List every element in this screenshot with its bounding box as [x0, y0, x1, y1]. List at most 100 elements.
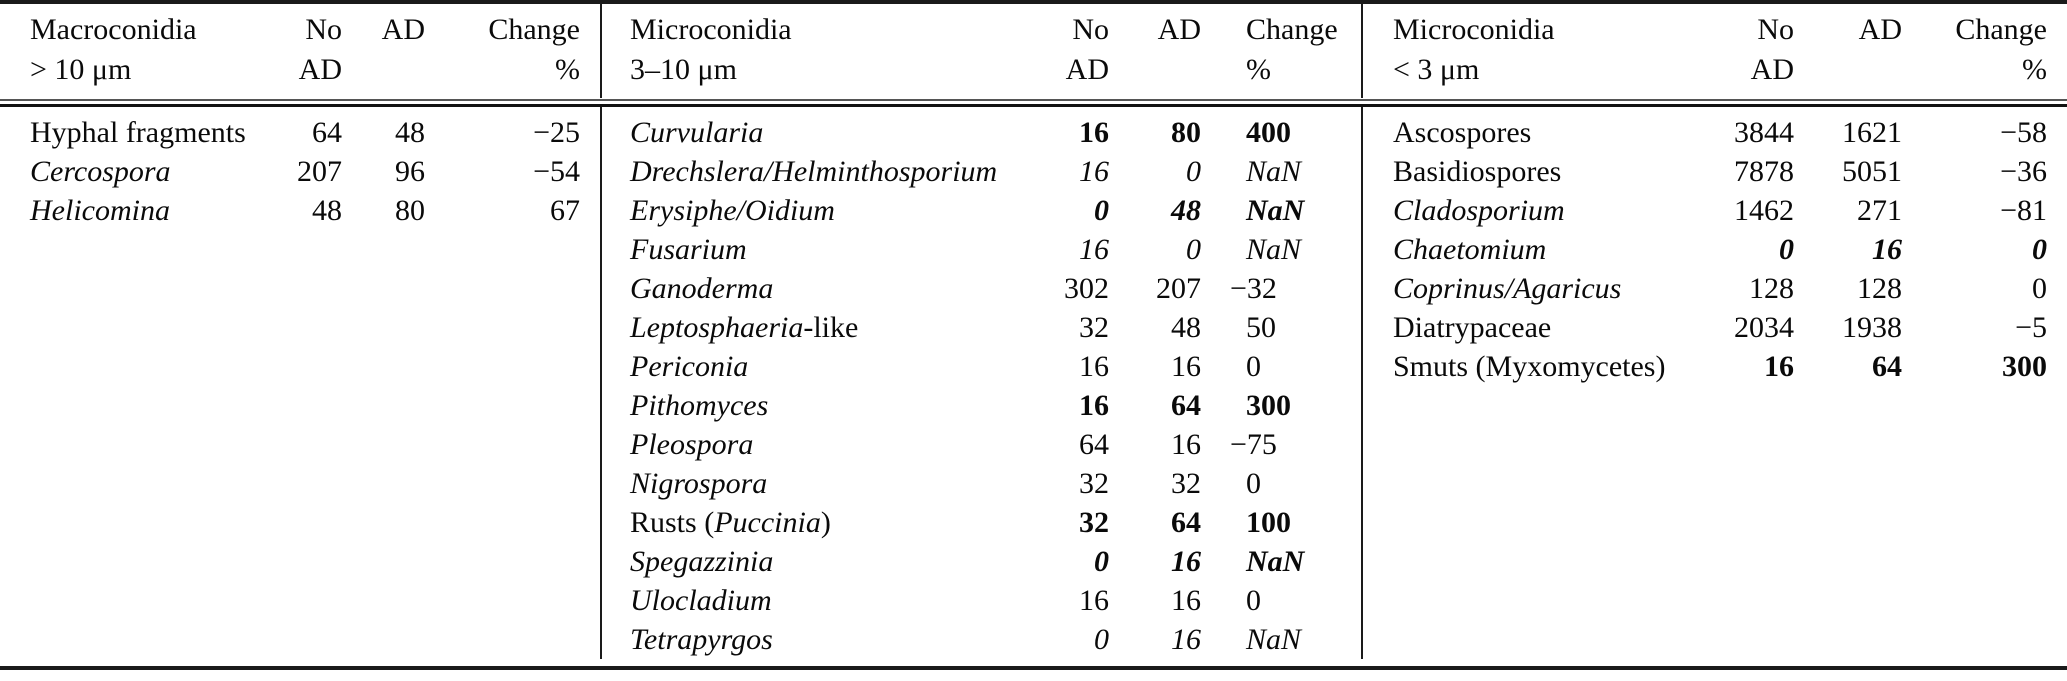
col-header-ad-label: AD — [1858, 13, 1902, 46]
value-ad: 80 — [1171, 116, 1201, 149]
value-change-percent: 0 — [2032, 272, 2047, 305]
species-name: Periconia — [630, 347, 1019, 386]
col-header-change-line2: % — [2022, 53, 2047, 86]
value-ad: 16 — [1171, 545, 1201, 578]
value-change-percent: 300 — [1246, 389, 1291, 422]
value-no-ad: 16 — [1079, 584, 1109, 617]
species-name-segment: Helicomina — [30, 194, 170, 227]
value-ad: 1621 — [1842, 116, 1902, 149]
header-body-double-rule — [0, 98, 2067, 107]
value-ad: 64 — [1171, 506, 1201, 539]
value-no-ad: 32 — [1079, 467, 1109, 500]
col-header-ad-label: AD — [381, 13, 425, 46]
value-change-percent: 67 — [550, 194, 580, 227]
species-name-segment: Tetrapyrgos — [630, 623, 773, 656]
species-name-segment: Coprinus/Agaricus — [1393, 272, 1622, 305]
species-name-segment: Smuts (Myxomycetes) — [1393, 350, 1666, 383]
value-ad: 1938 — [1842, 311, 1902, 344]
value-no-ad: 16 — [1079, 233, 1109, 266]
col-header-ad-label: AD — [1157, 13, 1201, 46]
species-name-segment: Pithomyces — [630, 389, 769, 422]
species-name: Fusarium — [630, 230, 1019, 269]
species-name-segment: Diatrypaceae — [1393, 311, 1552, 344]
species-name: Coprinus/Agaricus — [1393, 269, 1684, 308]
value-ad: 271 — [1857, 194, 1902, 227]
group-title-line2: > 10 μm — [30, 53, 132, 86]
group-title-line2: < 3 μm — [1393, 53, 1480, 86]
value-change-percent: 300 — [2002, 350, 2047, 383]
value-change-percent: 100 — [1246, 506, 1291, 539]
species-name: Rusts (Puccinia) — [630, 503, 1019, 542]
species-name-segment: Drechslera/Helminthosporium — [630, 155, 998, 188]
value-ad: 48 — [395, 116, 425, 149]
value-no-ad: 0 — [1094, 194, 1109, 227]
species-name-segment: Hyphal fragments — [30, 116, 246, 149]
value-ad: 16 — [1171, 623, 1201, 656]
species-name: Tetrapyrgos — [630, 620, 1019, 659]
body-group-macroconidia: Hyphal fragments 64 48 −25 Cercospora 207 96 −5… — [0, 107, 602, 659]
value-ad: 16 — [1171, 350, 1201, 383]
body-group-microconidia-3-10: Curvularia 16 80 400 Drechslera/Helminthospo… — [602, 107, 1363, 659]
body-group-microconidia-lt-3: Ascospores 3844 1621 −58 Basidiospores 7878 50… — [1363, 107, 2067, 659]
group-title: Macroconidia > 10 μm — [30, 10, 257, 90]
value-change-percent: 0 — [1246, 467, 1261, 500]
value-no-ad: 2034 — [1734, 311, 1794, 344]
value-no-ad: 207 — [297, 155, 342, 188]
col-header-change-line2: % — [1246, 53, 1271, 86]
species-name-segment: Erysiphe/Oidium — [630, 194, 835, 227]
species-name-segment: -like — [803, 311, 859, 344]
value-change-percent: NaN — [1246, 155, 1302, 188]
col-header-change-line2: % — [555, 53, 580, 86]
value-ad: 128 — [1857, 272, 1902, 305]
species-name: Cladosporium — [1393, 191, 1684, 230]
value-no-ad: 16 — [1079, 389, 1109, 422]
group-title-line1: Macroconidia — [30, 13, 197, 46]
header-group-microconidia-3-10: Microconidia 3–10 μm No AD AD Change% — [602, 4, 1363, 98]
species-name-segment: Cercospora — [30, 155, 171, 188]
value-no-ad: 128 — [1749, 272, 1794, 305]
col-header-ad: AD — [342, 10, 425, 90]
value-no-ad: 16 — [1079, 350, 1109, 383]
col-header-change: Change% — [1902, 10, 2047, 90]
value-no-ad: 32 — [1079, 506, 1109, 539]
species-name-segment: Leptosphaeria — [630, 311, 804, 344]
value-ad: 5051 — [1842, 155, 1902, 188]
col-header-change-line1: Change — [1955, 13, 2047, 46]
species-name: Ganoderma — [630, 269, 1019, 308]
value-no-ad: 3844 — [1734, 116, 1794, 149]
value-no-ad: 1462 — [1734, 194, 1794, 227]
value-change-percent: −58 — [2000, 116, 2047, 149]
value-ad: 48 — [1171, 194, 1201, 227]
value-change-percent: −36 — [2000, 155, 2047, 188]
species-name-segment: Ulocladium — [630, 584, 772, 617]
col-header-change: Change% — [1201, 10, 1361, 90]
species-name: Spegazzinia — [630, 542, 1019, 581]
species-name-segment: Fusarium — [630, 233, 747, 266]
value-ad: 207 — [1156, 272, 1201, 305]
value-no-ad: 302 — [1064, 272, 1109, 305]
col-header-no-ad: No AD — [1684, 10, 1794, 90]
col-header-no-ad-line1: No — [305, 13, 342, 46]
group-title-line2: 3–10 μm — [630, 53, 737, 86]
col-header-no-ad-line1: No — [1757, 13, 1794, 46]
table-header-band: Macroconidia > 10 μm No AD AD Change% Micr… — [0, 4, 2067, 98]
value-change-percent: −5 — [2015, 311, 2047, 344]
value-change-percent: NaN — [1246, 623, 1302, 656]
value-ad: 32 — [1171, 467, 1201, 500]
value-change-percent: −32 — [1230, 272, 1277, 305]
species-name-segment: Ganoderma — [630, 272, 774, 305]
group-title-line1: Microconidia — [630, 13, 792, 46]
value-ad: 96 — [395, 155, 425, 188]
species-name: Hyphal fragments — [30, 113, 257, 152]
species-name-segment: Puccinia — [714, 506, 821, 539]
value-ad: 16 — [1872, 233, 1902, 266]
value-change-percent: 50 — [1246, 311, 1276, 344]
group-title: Microconidia < 3 μm — [1393, 10, 1684, 90]
value-ad: 48 — [1171, 311, 1201, 344]
col-header-no-ad: No AD — [1019, 10, 1109, 90]
species-name: Smuts (Myxomycetes) — [1393, 347, 1684, 386]
value-change-percent: NaN — [1246, 233, 1302, 266]
value-ad: 80 — [395, 194, 425, 227]
value-change-percent: 0 — [1246, 584, 1261, 617]
value-no-ad: 16 — [1079, 155, 1109, 188]
